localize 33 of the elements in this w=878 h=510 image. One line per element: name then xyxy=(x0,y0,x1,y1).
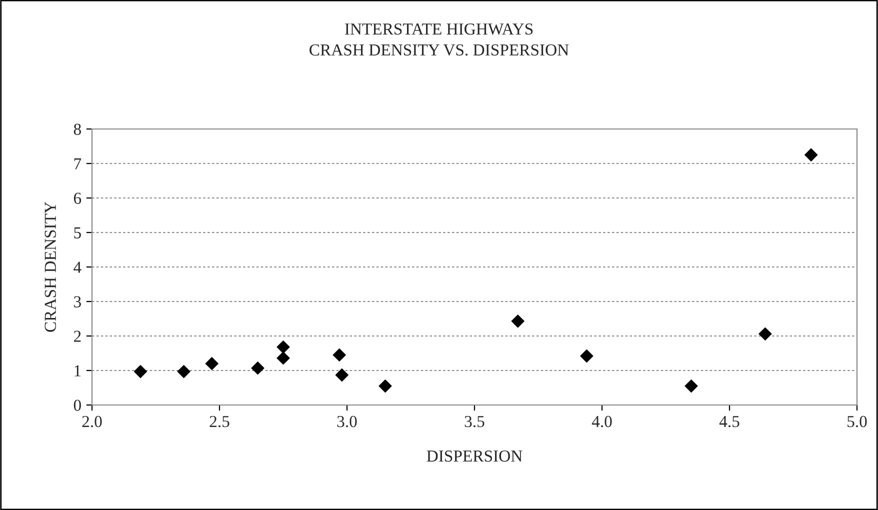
x-tick-label: 3.0 xyxy=(337,416,357,428)
point xyxy=(177,364,190,378)
chart-title: INTERSTATE HIGHWAYS CRASH DENSITY VS. DISPERSION xyxy=(310,23,569,56)
point xyxy=(276,352,290,365)
point xyxy=(332,348,346,362)
x-tick-label: 5.0 xyxy=(848,416,867,428)
point xyxy=(804,148,818,162)
point xyxy=(684,379,698,393)
y-tick-label: 5 xyxy=(74,227,81,238)
point xyxy=(276,340,290,354)
y-tick-label: 4 xyxy=(74,262,82,273)
point xyxy=(580,349,594,363)
x-tick-label: 4.5 xyxy=(719,416,740,428)
y-axis-title: CRASH DENSITY xyxy=(44,202,56,332)
y-tick-label: 2 xyxy=(74,330,81,342)
point xyxy=(205,357,218,370)
x-tick-label: 4.0 xyxy=(592,416,612,428)
point xyxy=(511,314,524,328)
point xyxy=(378,379,392,393)
y-tick-label: 3 xyxy=(74,296,81,308)
x-tick-label: 3.5 xyxy=(464,416,484,428)
x-axis-title: DISPERSION xyxy=(426,450,522,462)
y-tick-label: 6 xyxy=(74,192,82,204)
y-tick-label: 0 xyxy=(74,400,81,411)
point xyxy=(758,327,772,340)
y-tick-label: 8 xyxy=(74,124,81,135)
x-tick-label: 2.5 xyxy=(210,416,230,428)
x-tick-label: 2.0 xyxy=(82,416,102,428)
point xyxy=(335,368,348,382)
point xyxy=(134,364,148,378)
y-tick-label: 1 xyxy=(74,365,81,376)
point xyxy=(251,362,264,375)
y-tick-label: 7 xyxy=(74,158,82,170)
